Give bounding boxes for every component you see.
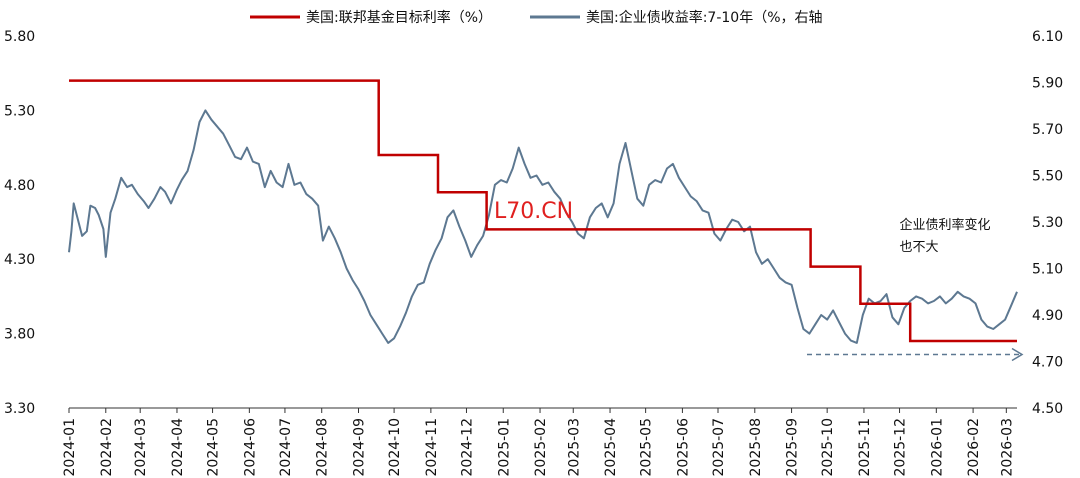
- x-tick-label: 2024-11: [424, 418, 440, 477]
- x-tick-label: 2025-09: [785, 418, 801, 477]
- x-tick-label: 2024-06: [242, 418, 258, 477]
- left-tick-label: 4.30: [4, 252, 35, 268]
- right-tick-label: 5.30: [1032, 215, 1063, 231]
- x-tick-label: 2024-03: [133, 418, 149, 477]
- x-tick-label: 2026-01: [929, 418, 945, 477]
- watermark: L70.CN: [494, 199, 573, 224]
- annotation-text: 企业债利率变化: [900, 217, 991, 233]
- right-axis: 6.10 5.90 5.70 5.50 5.30 5.10 4.90 4.70 4.50: [1032, 29, 1063, 417]
- x-tick-label: 2024-10: [387, 418, 403, 477]
- x-tick-label: 2025-01: [496, 418, 512, 477]
- right-tick-label: 5.10: [1032, 262, 1063, 278]
- x-tick-label: 2025-12: [893, 418, 909, 477]
- x-tick-label: 2026-02: [966, 418, 982, 477]
- x-tick-label: 2024-09: [352, 418, 368, 477]
- annotation-text: 也不大: [900, 240, 939, 255]
- x-tick-label: 2024-01: [62, 418, 78, 477]
- right-tick-label: 6.10: [1032, 29, 1063, 45]
- x-tick-label: 2025-08: [748, 418, 764, 477]
- right-tick-label: 4.50: [1032, 401, 1063, 417]
- x-tick-label: 2025-04: [603, 418, 619, 477]
- legend-label-corp-yield: 美国:企业债收益率:7-10年（%，右轴: [586, 9, 823, 26]
- left-tick-label: 5.80: [4, 29, 35, 45]
- right-tick-label: 5.70: [1032, 122, 1063, 138]
- left-tick-label: 4.80: [4, 178, 35, 194]
- left-tick-label: 3.30: [4, 401, 35, 417]
- x-tick-label: 2026-03: [999, 418, 1015, 477]
- series-corp-yield-line: [68, 109, 1018, 344]
- x-tick-label: 2024-08: [315, 418, 331, 477]
- left-tick-label: 5.30: [4, 103, 35, 119]
- left-axis: 5.80 5.30 4.80 4.30 3.80 3.30: [4, 29, 35, 417]
- right-tick-label: 4.90: [1032, 308, 1063, 324]
- right-tick-label: 4.70: [1032, 355, 1063, 371]
- x-tick-label: 2024-07: [278, 418, 294, 477]
- legend-label-fed-rate: 美国:联邦基金目标利率（%）: [306, 9, 492, 26]
- legend: 美国:联邦基金目标利率（%） 美国:企业债收益率:7-10年（%，右轴: [250, 9, 823, 26]
- x-tick-label: 2025-05: [639, 418, 655, 477]
- right-tick-label: 5.90: [1032, 76, 1063, 92]
- x-tick-label: 2024-05: [206, 418, 222, 477]
- x-tick-label: 2025-07: [711, 418, 727, 477]
- x-axis: 2024-01 2024-02 2024-03 2024-04 2024-05 2024-…: [62, 407, 1017, 477]
- x-tick-label: 2025-10: [820, 418, 836, 477]
- x-tick-label: 2024-04: [170, 418, 186, 477]
- x-tick-label: 2025-03: [566, 418, 582, 477]
- arrow-head-icon: [1011, 347, 1024, 362]
- x-tick-label: 2025-06: [675, 418, 691, 477]
- left-tick-label: 3.80: [4, 327, 35, 343]
- x-tick-label: 2025-02: [533, 418, 549, 477]
- x-tick-label: 2025-11: [857, 418, 873, 477]
- x-tick-label: 2024-02: [99, 418, 115, 477]
- x-tick-label: 2024-12: [459, 418, 475, 477]
- right-tick-label: 5.50: [1032, 169, 1063, 185]
- plot-area: [68, 79, 1018, 344]
- series-fed-rate-line: [69, 79, 1017, 343]
